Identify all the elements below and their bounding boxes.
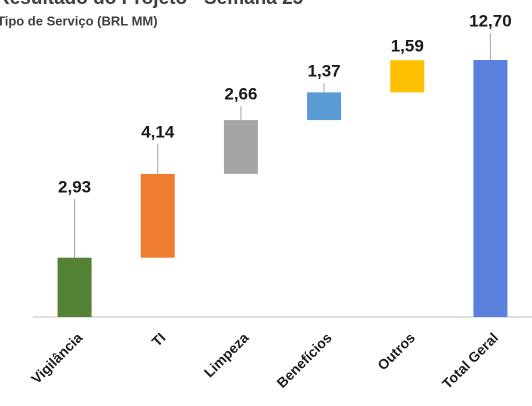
- x-tick-label: Vigilância: [28, 329, 86, 387]
- chart-subtitle: Tipo de Serviço (BRL MM): [0, 13, 158, 28]
- bar: [390, 60, 425, 93]
- data-label: 1,59: [391, 36, 424, 55]
- data-label: 2,66: [224, 84, 257, 103]
- chart-title: Resultado do Projeto - Semana 25: [0, 0, 304, 9]
- x-tick-label: Limpeza: [201, 329, 252, 380]
- data-label: 4,14: [141, 122, 175, 141]
- x-tick-label: Total Geral: [439, 329, 501, 391]
- bar: [473, 60, 508, 317]
- bar: [307, 92, 342, 121]
- x-tick-label: TI: [148, 329, 168, 349]
- bar: [223, 120, 258, 174]
- data-label: 12,70: [469, 11, 512, 30]
- x-tick-label: Outros: [374, 329, 418, 373]
- data-label: 1,37: [308, 61, 341, 80]
- x-tick-label: Benefícios: [273, 329, 335, 391]
- bar: [57, 257, 92, 317]
- data-label: 2,93: [58, 177, 91, 196]
- bar: [140, 173, 175, 258]
